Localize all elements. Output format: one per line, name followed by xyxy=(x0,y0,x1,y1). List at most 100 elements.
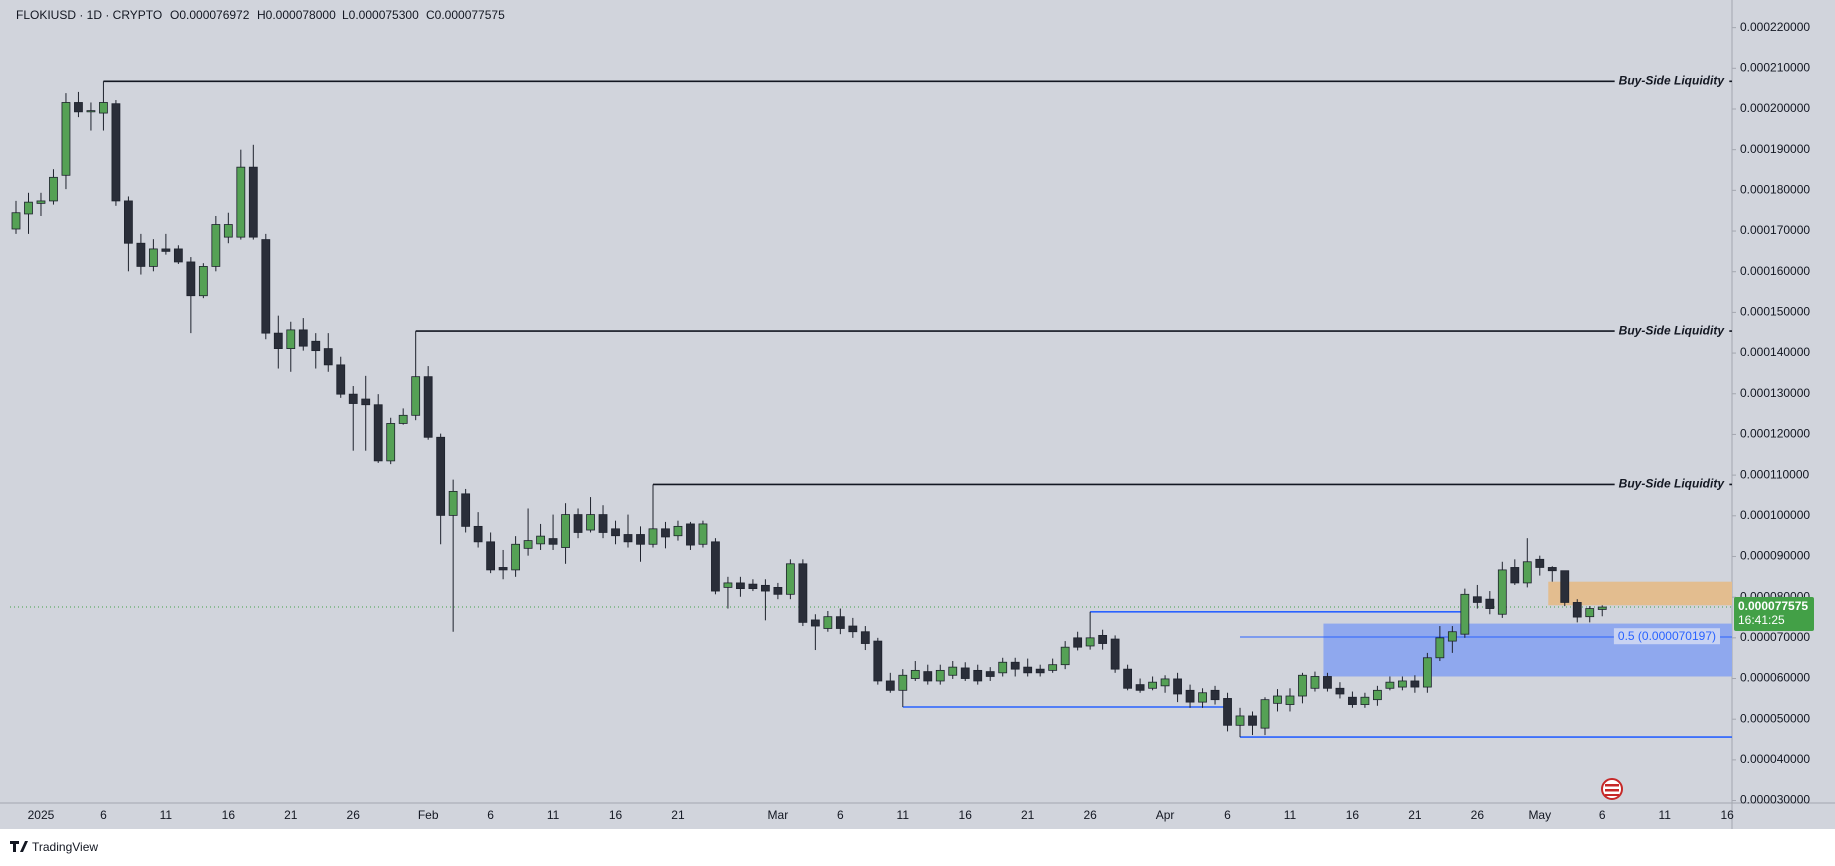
y-tick-label: 0.000090000 xyxy=(1740,549,1810,563)
candle-body xyxy=(1397,680,1407,688)
candle-body xyxy=(461,493,471,527)
candle-body xyxy=(74,102,83,113)
x-tick-label: 26 xyxy=(1471,808,1485,822)
candle-body xyxy=(910,669,920,679)
candle-body xyxy=(423,376,433,438)
candle-body xyxy=(1010,661,1020,670)
candle-body xyxy=(960,667,970,679)
brand-name: TradingView xyxy=(32,840,98,854)
candle-body xyxy=(261,239,271,334)
candle-body xyxy=(1260,699,1270,729)
candle-body xyxy=(486,541,496,571)
candle-body xyxy=(348,393,358,404)
candle-body xyxy=(773,586,783,595)
liquidity-label: Buy-Side Liquidity xyxy=(1619,73,1726,87)
candle-body xyxy=(923,671,933,682)
price-label: 0.000077575 xyxy=(1738,599,1808,613)
candle-body xyxy=(1198,692,1207,703)
candle-body xyxy=(1373,689,1382,701)
candle-body xyxy=(1048,664,1058,671)
candle-body xyxy=(623,534,633,543)
x-tick-label: 2025 xyxy=(28,808,55,822)
candle-body xyxy=(498,567,508,571)
candle-body xyxy=(1510,567,1520,584)
candle-body xyxy=(636,534,645,545)
x-tick-label: 21 xyxy=(1021,808,1035,822)
candle-body xyxy=(860,631,870,644)
brand-logo xyxy=(10,841,28,852)
y-tick-label: 0.000210000 xyxy=(1740,60,1810,74)
candle-body xyxy=(1460,593,1470,635)
candle-body xyxy=(211,224,221,267)
candle-body xyxy=(723,582,733,588)
candle-body xyxy=(711,541,720,592)
candle-body xyxy=(1023,666,1033,674)
candle-body xyxy=(948,666,958,676)
candle-body xyxy=(823,616,833,629)
x-tick-label: 11 xyxy=(547,808,560,822)
candle-body xyxy=(198,266,208,297)
candle-body xyxy=(1073,637,1083,648)
candle-body xyxy=(49,176,58,202)
candle-body xyxy=(1235,715,1245,726)
x-tick-label: 6 xyxy=(837,808,844,822)
candle-body xyxy=(473,525,483,543)
candle-body xyxy=(736,582,745,590)
x-tick-label: 11 xyxy=(1284,808,1297,822)
candle-body xyxy=(386,423,396,462)
x-tick-label: 21 xyxy=(671,808,685,822)
zone xyxy=(1548,581,1732,606)
candle-body xyxy=(1148,681,1157,689)
candle-body xyxy=(785,563,795,595)
liquidity-label: Buy-Side Liquidity xyxy=(1619,477,1726,491)
candle-body xyxy=(1585,608,1595,618)
x-tick-label: 16 xyxy=(609,808,623,822)
candle-body xyxy=(1547,567,1557,572)
candle-body xyxy=(11,212,21,230)
candle-body xyxy=(848,625,858,633)
y-tick-label: 0.000140000 xyxy=(1740,345,1810,359)
y-tick-label: 0.000050000 xyxy=(1740,711,1810,725)
candle-body xyxy=(1123,668,1133,689)
candle-body xyxy=(1422,657,1432,688)
x-tick-label: 16 xyxy=(1720,808,1734,822)
label-background xyxy=(1613,628,1720,645)
ohlc-open: O0.000076972 xyxy=(170,8,250,22)
candle-body xyxy=(748,583,758,590)
liquidity-label: Buy-Side Liquidity xyxy=(1619,323,1726,337)
x-tick-label: 16 xyxy=(222,808,236,822)
candle-body xyxy=(611,528,620,537)
candle-body xyxy=(798,563,808,623)
y-tick-label: 0.000070000 xyxy=(1740,630,1810,644)
y-tick-label: 0.000200000 xyxy=(1740,101,1810,115)
candle-body xyxy=(561,514,570,548)
candle-body xyxy=(873,640,883,682)
candle-body xyxy=(111,103,121,202)
candle-body xyxy=(673,525,683,537)
price-label-box xyxy=(1734,597,1814,632)
candle-body xyxy=(124,200,133,244)
candle-body xyxy=(1560,570,1570,603)
ohlc-high: H0.000078000 xyxy=(257,8,336,22)
candle-body xyxy=(223,224,233,238)
candle-body xyxy=(998,661,1008,674)
y-tick-label: 0.000030000 xyxy=(1740,793,1810,807)
candle-body xyxy=(173,248,183,263)
candle-body xyxy=(1447,631,1457,642)
candle-body xyxy=(323,348,333,366)
candle-body xyxy=(161,248,171,252)
candle-body xyxy=(573,514,583,533)
candle-body xyxy=(1410,680,1420,688)
symbol-label: FLOKIUSD · 1D · CRYPTO xyxy=(16,8,162,22)
candle-body xyxy=(336,364,346,395)
candle-body xyxy=(1110,638,1120,670)
chart-background xyxy=(0,0,1835,829)
candle-body xyxy=(373,404,383,462)
x-tick-label: 11 xyxy=(160,808,173,822)
candle-body xyxy=(273,332,283,349)
candle-body xyxy=(885,680,895,691)
candle-body xyxy=(286,329,296,349)
x-tick-label: 16 xyxy=(1346,808,1360,822)
